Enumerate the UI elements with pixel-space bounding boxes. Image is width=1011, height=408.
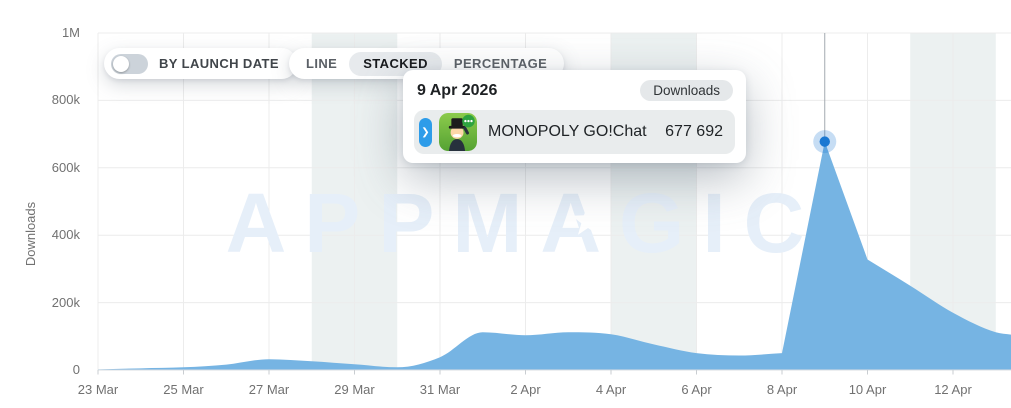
y-tick-label: 0 <box>72 362 80 377</box>
x-tick-label: 2 Apr <box>510 382 541 397</box>
x-tick-label: 10 Apr <box>848 382 887 397</box>
chevron-right-icon[interactable]: ❯ <box>419 117 432 147</box>
monopoly-go-app-icon <box>439 113 477 151</box>
by-launch-date-label: BY LAUNCH DATE <box>159 56 279 71</box>
downloads-area-series <box>98 141 1011 370</box>
tab-stacked[interactable]: STACKED <box>349 51 442 76</box>
toggle-knob <box>113 55 129 72</box>
x-tick-label: 12 Apr <box>934 382 972 397</box>
y-tick-label: 800k <box>51 92 80 108</box>
x-tick-label: 25 Mar <box>163 382 204 397</box>
x-tick-label: 23 Mar <box>77 382 119 397</box>
by-launch-date-toggle[interactable]: BY LAUNCH DATE <box>104 48 297 79</box>
y-tick-label: 400k <box>51 227 80 243</box>
tab-percentage[interactable]: PERCENTAGE <box>442 48 559 79</box>
toggle-switch-icon[interactable] <box>111 53 148 74</box>
x-tick-label: 27 Mar <box>248 382 290 397</box>
appmagic-watermark: APPMAGIC <box>226 176 823 270</box>
x-tick-label: 6 Apr <box>681 382 712 397</box>
y-tick-label: 1M <box>61 25 80 40</box>
x-tick-label: 8 Apr <box>766 382 798 397</box>
tooltip-date: 9 Apr 2026 <box>417 81 498 99</box>
y-tick-label: 200k <box>51 294 80 310</box>
y-axis-title: Downloads <box>23 201 38 267</box>
chart-tooltip: 9 Apr 2026 Downloads ❯ <box>403 70 746 163</box>
tooltip-app-name: MONOPOLY GO!Chat <box>488 123 647 140</box>
x-tick-label: 4 Apr <box>595 382 627 397</box>
watermark-text: APPMAGIC <box>226 176 823 270</box>
x-tick-label: 29 Mar <box>334 382 375 397</box>
tooltip-app-value: 677 692 <box>665 123 723 140</box>
x-tick-label: 31 Mar <box>419 382 461 397</box>
tooltip-metric-badge: Downloads <box>640 80 733 101</box>
tooltip-app-row[interactable]: ❯ <box>414 110 735 154</box>
tab-line[interactable]: LINE <box>294 48 349 79</box>
highlight-point[interactable] <box>819 136 830 147</box>
y-tick-label: 600k <box>51 159 80 175</box>
tooltip-header: 9 Apr 2026 Downloads <box>414 80 735 101</box>
watermark-star-icon <box>571 204 605 235</box>
